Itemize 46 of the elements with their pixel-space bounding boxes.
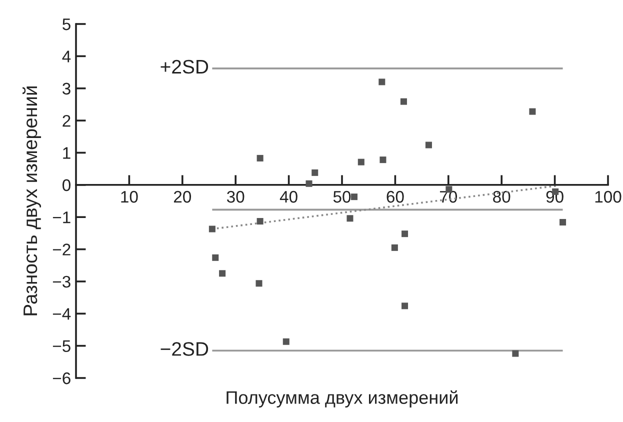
y-tick-label: 2 xyxy=(62,114,70,127)
y-tick-label: −6 xyxy=(52,372,70,384)
point xyxy=(312,169,318,176)
ref-line-label: +2SD xyxy=(160,60,208,74)
y-tick-label: 3 xyxy=(62,82,70,95)
y-tick-label: 5 xyxy=(62,18,70,30)
x-tick-label: 20 xyxy=(174,190,192,203)
point xyxy=(219,270,226,277)
point xyxy=(306,180,312,187)
y-axis-title: Разность двух измерений xyxy=(22,86,42,316)
x-tick-label: 30 xyxy=(226,190,244,203)
point xyxy=(256,218,264,225)
x-tick-label: 80 xyxy=(493,190,510,203)
ref-line-label: −2SD xyxy=(160,342,208,356)
point xyxy=(400,98,407,105)
x-axis-title: Полусумма двух измерений xyxy=(226,390,458,408)
point xyxy=(358,158,364,166)
point xyxy=(350,194,358,200)
y-tick-label: 0 xyxy=(62,179,70,192)
point xyxy=(391,244,398,251)
point xyxy=(402,302,408,310)
point xyxy=(208,226,216,232)
point xyxy=(256,154,264,162)
x-tick-label: 100 xyxy=(595,190,622,203)
point xyxy=(425,142,432,148)
y-tick-label: −3 xyxy=(52,276,70,288)
y-tick-label: −2 xyxy=(52,244,70,256)
point xyxy=(402,230,408,238)
point xyxy=(212,254,219,261)
y-tick-label: −4 xyxy=(52,308,71,320)
point xyxy=(378,78,386,86)
y-tick-label: 4 xyxy=(62,50,71,62)
point xyxy=(346,215,354,222)
x-tick-label: 40 xyxy=(280,190,298,203)
point xyxy=(512,350,519,357)
y-tick-label: −5 xyxy=(52,340,70,352)
point xyxy=(529,108,536,115)
x-tick-label: 10 xyxy=(121,190,138,203)
y-tick-label: 1 xyxy=(63,147,70,159)
x-tick-label: 50 xyxy=(333,190,351,203)
point xyxy=(560,218,566,226)
point xyxy=(380,156,386,164)
y-tick-label: −1 xyxy=(52,212,70,224)
x-tick-label: 60 xyxy=(386,190,404,203)
point xyxy=(282,338,290,345)
point xyxy=(256,280,262,287)
